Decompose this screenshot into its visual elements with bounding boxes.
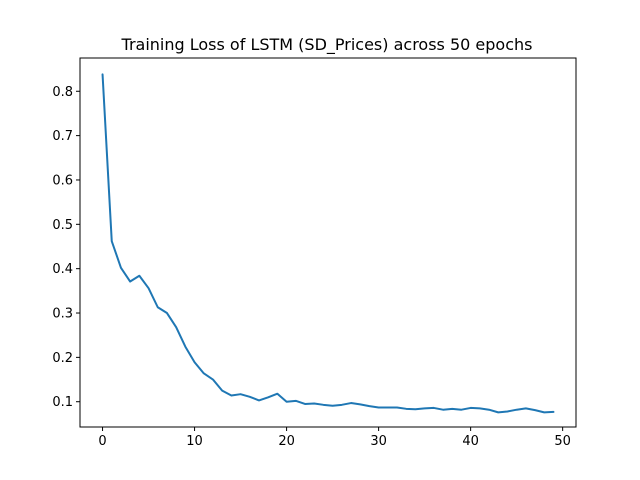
y-tick-label: 0.6 — [52, 173, 73, 188]
x-tick-label: 10 — [186, 434, 203, 449]
y-tick-label: 0.8 — [52, 85, 73, 100]
y-tick-label: 0.2 — [52, 351, 73, 366]
chart-title: Training Loss of LSTM (SD_Prices) across… — [121, 35, 533, 55]
x-tick-label: 50 — [554, 434, 571, 449]
y-tick-label: 0.3 — [52, 307, 73, 322]
x-tick-label: 30 — [370, 434, 387, 449]
x-tick-label: 40 — [462, 434, 479, 449]
plot-frame — [79, 57, 577, 428]
y-tick-label: 0.4 — [52, 262, 73, 277]
y-tick-label: 0.1 — [52, 395, 73, 410]
x-tick-label: 20 — [278, 434, 295, 449]
axis-ticks: 0 10 20 30 40 50 0.1 0.2 0.3 0.4 0.5 0.6 0.7 0.8 — [52, 85, 571, 449]
loss-series-line — [101, 73, 555, 414]
x-tick-label: 0 — [98, 434, 106, 449]
y-tick-label: 0.7 — [52, 129, 73, 144]
y-tick-label: 0.5 — [52, 218, 73, 233]
